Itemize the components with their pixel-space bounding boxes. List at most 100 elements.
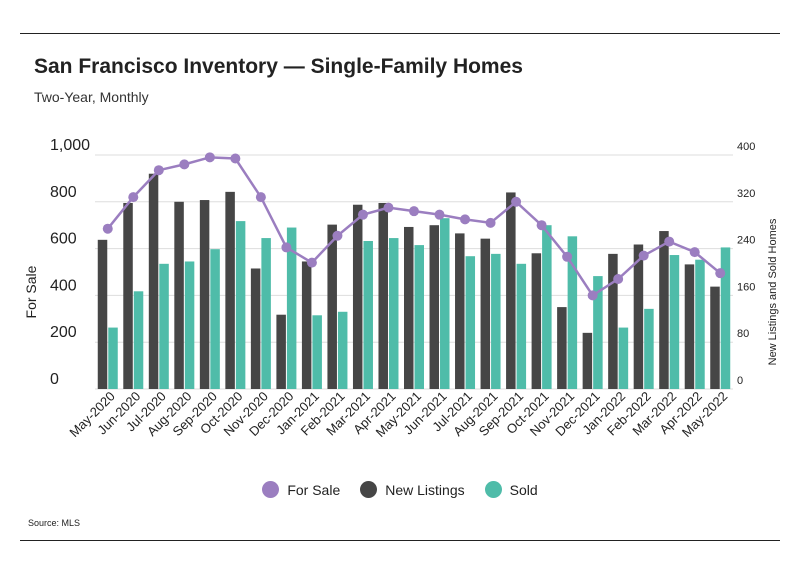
for-sale-point bbox=[383, 202, 394, 213]
new-listings-bar bbox=[378, 202, 388, 389]
chart-subtitle: Two-Year, Monthly bbox=[34, 89, 149, 105]
new-listings-bar bbox=[97, 239, 108, 389]
for-sale-point bbox=[613, 274, 624, 285]
sold-bar bbox=[363, 240, 373, 389]
legend-item-sold: Sold bbox=[484, 481, 538, 498]
sold-bar bbox=[516, 263, 527, 389]
new-listings-bar bbox=[659, 231, 669, 389]
for-sale-point bbox=[255, 192, 266, 203]
left-tick-label: 1,000 bbox=[50, 137, 90, 154]
right-tick-label: 0 bbox=[737, 375, 743, 387]
for-sale-point bbox=[128, 192, 139, 203]
for-sale-point bbox=[153, 165, 164, 176]
for-sale-point bbox=[306, 257, 317, 268]
new-listings-bar bbox=[684, 264, 695, 389]
left-axis-ticks: 0 200 400 600 800 1,000 bbox=[50, 137, 90, 388]
new-listings-bar bbox=[531, 253, 542, 389]
sold-bar bbox=[669, 255, 680, 389]
sold-bar bbox=[720, 247, 731, 389]
sold-bar bbox=[261, 238, 271, 389]
left-tick-label: 800 bbox=[50, 184, 77, 201]
sold-bar bbox=[184, 261, 195, 389]
for-sale-point bbox=[715, 268, 726, 279]
sold-bar bbox=[440, 218, 450, 389]
sold-bar bbox=[235, 221, 246, 389]
for-sale-point bbox=[102, 223, 113, 234]
new-listings-bar bbox=[327, 224, 337, 389]
new-listings-bar bbox=[557, 307, 567, 389]
for-sale-point bbox=[664, 236, 675, 247]
sold-bar bbox=[542, 225, 552, 389]
new-listings-bar bbox=[480, 238, 491, 389]
top-rule bbox=[20, 33, 780, 34]
for-sale-point bbox=[434, 209, 445, 220]
left-tick-label: 400 bbox=[50, 277, 77, 294]
bars bbox=[97, 173, 731, 389]
for-sale-point bbox=[281, 242, 292, 253]
legend-label-new-listings: New Listings bbox=[385, 481, 465, 498]
sold-bar bbox=[593, 276, 603, 389]
right-tick-label: 80 bbox=[737, 328, 749, 340]
new-listings-bar bbox=[582, 332, 593, 389]
for-sale-point bbox=[536, 220, 547, 231]
new-listings-bar bbox=[608, 253, 618, 389]
for-sale-point bbox=[638, 250, 649, 261]
for-sale-point bbox=[485, 217, 496, 228]
for-sale-point bbox=[562, 251, 573, 262]
left-tick-label: 0 bbox=[50, 371, 59, 388]
new-listings-bar bbox=[455, 233, 465, 389]
sold-bar bbox=[491, 253, 501, 389]
bottom-rule bbox=[20, 540, 780, 541]
new-listings-bar bbox=[301, 261, 312, 389]
new-listings-bar bbox=[148, 173, 159, 389]
new-listings-bar bbox=[225, 191, 235, 389]
legend-label-sold: Sold bbox=[509, 481, 538, 498]
legend-item-for-sale: For Sale bbox=[262, 481, 340, 498]
for-sale-line bbox=[102, 152, 726, 301]
for-sale-point bbox=[409, 206, 419, 217]
left-tick-label: 600 bbox=[50, 231, 77, 248]
for-sale-point bbox=[332, 230, 343, 241]
for-sale-swatch bbox=[262, 481, 280, 498]
source-note: Source: MLS bbox=[28, 518, 81, 528]
sold-bar bbox=[567, 236, 578, 389]
for-sale-line-path bbox=[106, 156, 722, 298]
new-listings-bar bbox=[710, 286, 720, 389]
legend-item-new-listings: New Listings bbox=[360, 481, 465, 498]
right-tick-label: 400 bbox=[737, 141, 755, 153]
sold-bar bbox=[465, 256, 476, 389]
sold-bar bbox=[644, 308, 654, 389]
for-sale-point bbox=[230, 153, 241, 164]
right-axis-label: New Listings and Sold Homes bbox=[767, 218, 779, 365]
new-listings-bar bbox=[123, 202, 133, 389]
new-listings-bar bbox=[404, 226, 414, 389]
sold-bar bbox=[388, 238, 399, 389]
sold-bar bbox=[337, 311, 348, 389]
sold-bar bbox=[312, 315, 322, 389]
for-sale-point bbox=[460, 214, 471, 225]
legend-label-for-sale: For Sale bbox=[287, 481, 341, 498]
sold-bar bbox=[210, 249, 220, 389]
sold-bar bbox=[159, 263, 169, 389]
legend: For Sale New Listings Sold bbox=[0, 481, 800, 498]
sold-bar bbox=[618, 327, 629, 389]
right-axis-ticks: 0 80 160 240 320 400 bbox=[737, 141, 755, 387]
for-sale-point bbox=[204, 152, 215, 163]
sold-swatch bbox=[484, 481, 502, 498]
new-listings-bar bbox=[174, 201, 184, 389]
right-tick-label: 240 bbox=[737, 235, 755, 247]
new-listings-bar bbox=[250, 268, 261, 389]
right-tick-label: 160 bbox=[737, 281, 755, 293]
sold-bar bbox=[108, 327, 118, 389]
sold-bar bbox=[286, 227, 297, 389]
chart-title: San Francisco Inventory — Single-Family … bbox=[34, 55, 523, 78]
left-tick-label: 200 bbox=[50, 324, 77, 341]
new-listings-bar bbox=[199, 200, 210, 389]
for-sale-point bbox=[357, 209, 368, 220]
for-sale-point bbox=[179, 159, 190, 170]
x-axis-ticks: May-2020Jun-2020Jul-2020Aug-2020Sep-2020… bbox=[66, 389, 730, 440]
for-sale-point bbox=[689, 247, 700, 258]
sold-bar bbox=[695, 259, 705, 389]
sold-bar bbox=[414, 245, 424, 389]
